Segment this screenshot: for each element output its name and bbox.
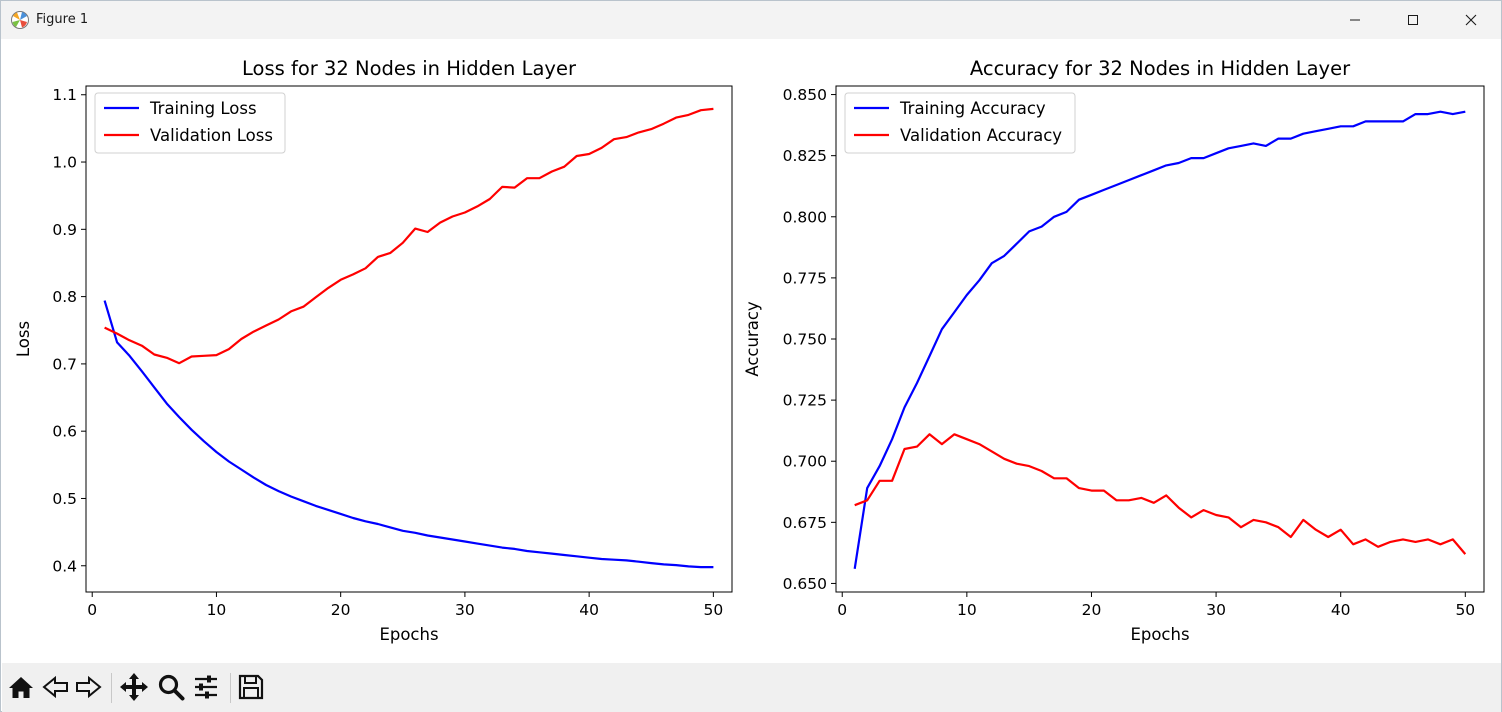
window-title: Figure 1 [36,12,89,27]
forward-button[interactable] [72,671,104,703]
home-icon [9,677,33,698]
loss-legend-label-validation-loss: Validation Loss [150,126,273,145]
accuracy-y-tick-label: 0.700 [783,453,827,471]
toolbar-separator [230,673,231,703]
accuracy-x-tick-label: 40 [1331,601,1351,619]
pan-icon [120,673,148,701]
loss-x-tick-label: 40 [579,601,599,619]
maximize-button[interactable] [1384,1,1442,39]
loss-y-tick-label: 1.1 [52,86,77,104]
loss-x-tick-label: 50 [703,601,723,619]
accuracy-y-tick-label: 0.650 [783,575,827,593]
back-arrow-icon [42,675,68,699]
accuracy-x-axis-label: Epochs [1130,625,1189,644]
accuracy-legend-label-validation-accuracy: Validation Accuracy [900,126,1062,145]
pan-button[interactable] [118,671,150,703]
loss-legend-label-training-loss: Training Loss [149,99,257,118]
accuracy-legend-label-training-accuracy: Training Accuracy [899,99,1046,118]
save-icon [238,674,264,700]
loss-x-axis-label: Epochs [379,625,438,644]
accuracy-y-axis-label: Accuracy [743,301,762,377]
accuracy-validation-accuracy-line [854,433,1467,555]
loss-x-tick-label: 0 [87,601,97,619]
accuracy-x-tick-label: 30 [1206,601,1226,619]
figure-canvas[interactable]: Loss for 32 Nodes in Hidden Layer 0 10 20 30… [2,39,1501,663]
minimize-icon [1350,19,1360,21]
loss-y-tick-label: 0.5 [52,490,77,508]
configure-subplots-icon [195,675,217,699]
matplotlib-app-icon [10,10,30,30]
loss-y-tick-label: 0.6 [52,423,77,441]
accuracy-y-tick-label: 0.800 [783,208,827,226]
title-bar[interactable]: Figure 1 [1,1,1501,39]
close-button[interactable] [1442,1,1500,39]
loss-validation-loss-line [104,107,714,365]
accuracy-y-tick-label: 0.725 [783,392,827,410]
loss-x-tick-label: 30 [455,601,475,619]
accuracy-x-tick-label: 10 [957,601,977,619]
maximize-icon [1408,15,1418,25]
back-button[interactable] [40,671,72,703]
loss-y-tick-label: 0.7 [52,355,77,373]
loss-y-tick-label: 0.4 [52,557,77,575]
loss-y-tick-label: 0.8 [52,288,77,306]
configure-subplots-button[interactable] [190,671,222,703]
accuracy-y-tick-label: 0.750 [783,331,827,349]
charts-svg: Loss for 32 Nodes in Hidden Layer 0 10 20 30… [14,57,1485,644]
loss-chart-title: Loss for 32 Nodes in Hidden Layer [242,57,577,80]
loss-x-tick-label: 20 [331,601,351,619]
home-button[interactable] [5,671,37,703]
accuracy-y-tick-label: 0.675 [783,514,827,532]
minimize-button[interactable] [1326,1,1384,39]
toolbar-separator [111,673,112,703]
loss-y-tick-label: 1.0 [52,154,77,172]
accuracy-y-tick-label: 0.825 [783,147,827,165]
accuracy-chart-title: Accuracy for 32 Nodes in Hidden Layer [970,57,1351,80]
close-icon [1465,14,1477,26]
save-button[interactable] [235,671,267,703]
loss-training-loss-line [103,300,714,569]
loss-plot-frame [85,85,733,593]
accuracy-x-tick-label: 20 [1082,601,1102,619]
accuracy-plot-frame [835,85,1485,593]
loss-y-tick-label: 0.9 [52,221,77,239]
loss-y-axis-label: Loss [14,321,33,357]
forward-arrow-icon [76,675,102,699]
loss-legend-box [94,92,286,154]
accuracy-x-tick-label: 50 [1455,601,1475,619]
zoom-icon [158,674,185,701]
zoom-button[interactable] [155,671,187,703]
accuracy-x-tick-label: 0 [837,601,847,619]
loss-x-tick-label: 10 [207,601,227,619]
accuracy-training-accuracy-line [853,110,1466,569]
accuracy-y-tick-label: 0.850 [783,86,827,104]
accuracy-legend-box [844,92,1076,154]
navigation-toolbar [2,663,1501,712]
accuracy-y-tick-label: 0.775 [783,269,827,287]
